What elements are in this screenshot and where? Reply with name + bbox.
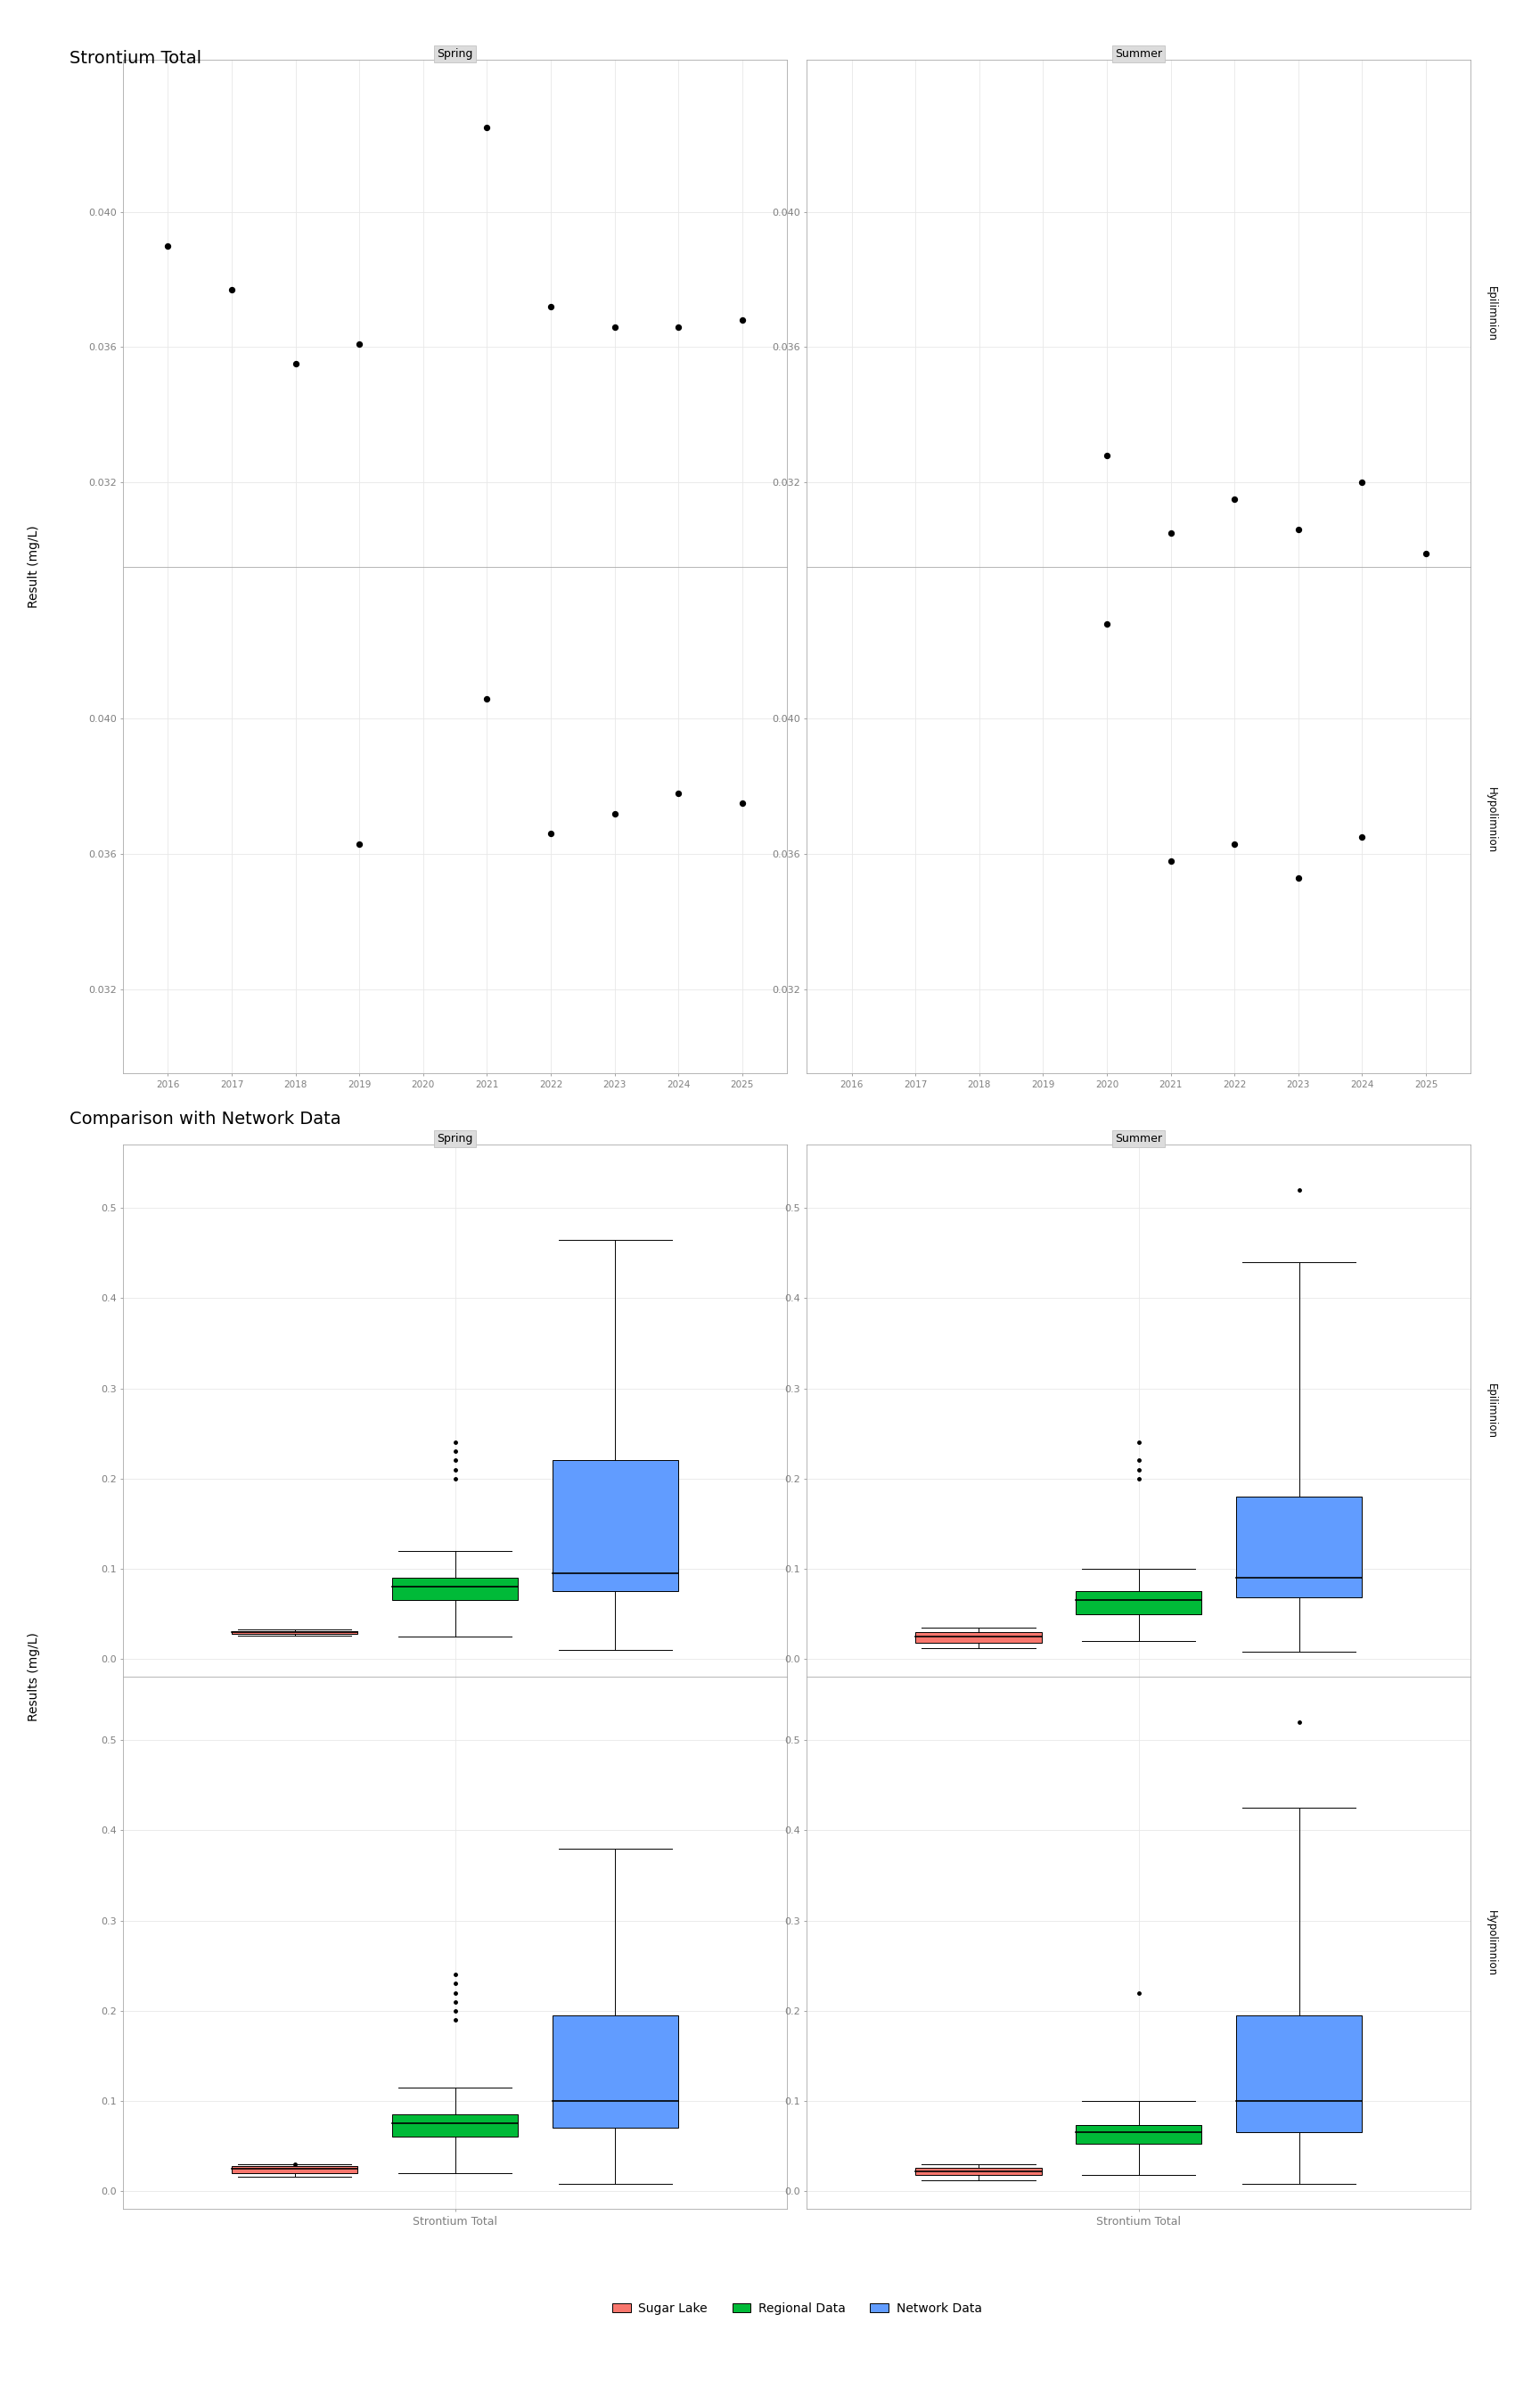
Point [602, 795, 627, 834]
Bar [233, 1632, 357, 1634]
Y-axis label: Hypolimnion: Hypolimnion [1486, 1910, 1497, 1977]
Point [156, 228, 180, 266]
Point [730, 783, 755, 822]
Bar [553, 1462, 678, 1591]
Bar [1237, 1498, 1361, 1598]
Point [1095, 606, 1120, 645]
Y-axis label: Epilimnion: Epilimnion [1486, 285, 1497, 340]
Point [474, 680, 499, 719]
Text: Comparison with Network Data: Comparison with Network Data [69, 1112, 340, 1129]
Point [1158, 513, 1183, 551]
Legend: Sugar Lake, Regional Data, Network Data: Sugar Lake, Regional Data, Network Data [607, 2298, 987, 2319]
Point [1351, 817, 1375, 855]
Point [474, 108, 499, 146]
Y-axis label: Hypolimnion: Hypolimnion [1486, 788, 1497, 853]
Point [730, 302, 755, 340]
Point [1351, 462, 1375, 501]
Y-axis label: Epilimnion: Epilimnion [1486, 1382, 1497, 1438]
Text: Result (mg/L): Result (mg/L) [28, 525, 40, 609]
Point [1095, 436, 1120, 474]
Bar [1237, 2015, 1361, 2132]
Point [283, 345, 308, 383]
Point [219, 271, 243, 309]
Point [346, 323, 371, 362]
Title: Summer: Summer [1115, 48, 1163, 60]
Bar [393, 2116, 517, 2137]
Point [602, 307, 627, 345]
Point [667, 307, 691, 345]
Point [1158, 841, 1183, 879]
Point [1223, 479, 1247, 518]
Text: Strontium Total: Strontium Total [69, 50, 202, 67]
Bar [233, 2166, 357, 2173]
Bar [916, 2168, 1041, 2176]
Point [346, 824, 371, 863]
Title: Spring: Spring [437, 48, 473, 60]
Bar [553, 2015, 678, 2128]
Point [1286, 510, 1311, 549]
Point [539, 288, 564, 326]
Title: Spring: Spring [437, 1133, 473, 1145]
Point [539, 815, 564, 853]
Bar [1076, 2125, 1201, 2144]
Bar [916, 1632, 1041, 1644]
Bar [393, 1579, 517, 1601]
Point [1286, 858, 1311, 896]
Point [1414, 534, 1438, 573]
Point [667, 774, 691, 812]
Text: Results (mg/L): Results (mg/L) [28, 1632, 40, 1720]
Bar [1076, 1591, 1201, 1615]
Title: Summer: Summer [1115, 1133, 1163, 1145]
Point [1223, 824, 1247, 863]
